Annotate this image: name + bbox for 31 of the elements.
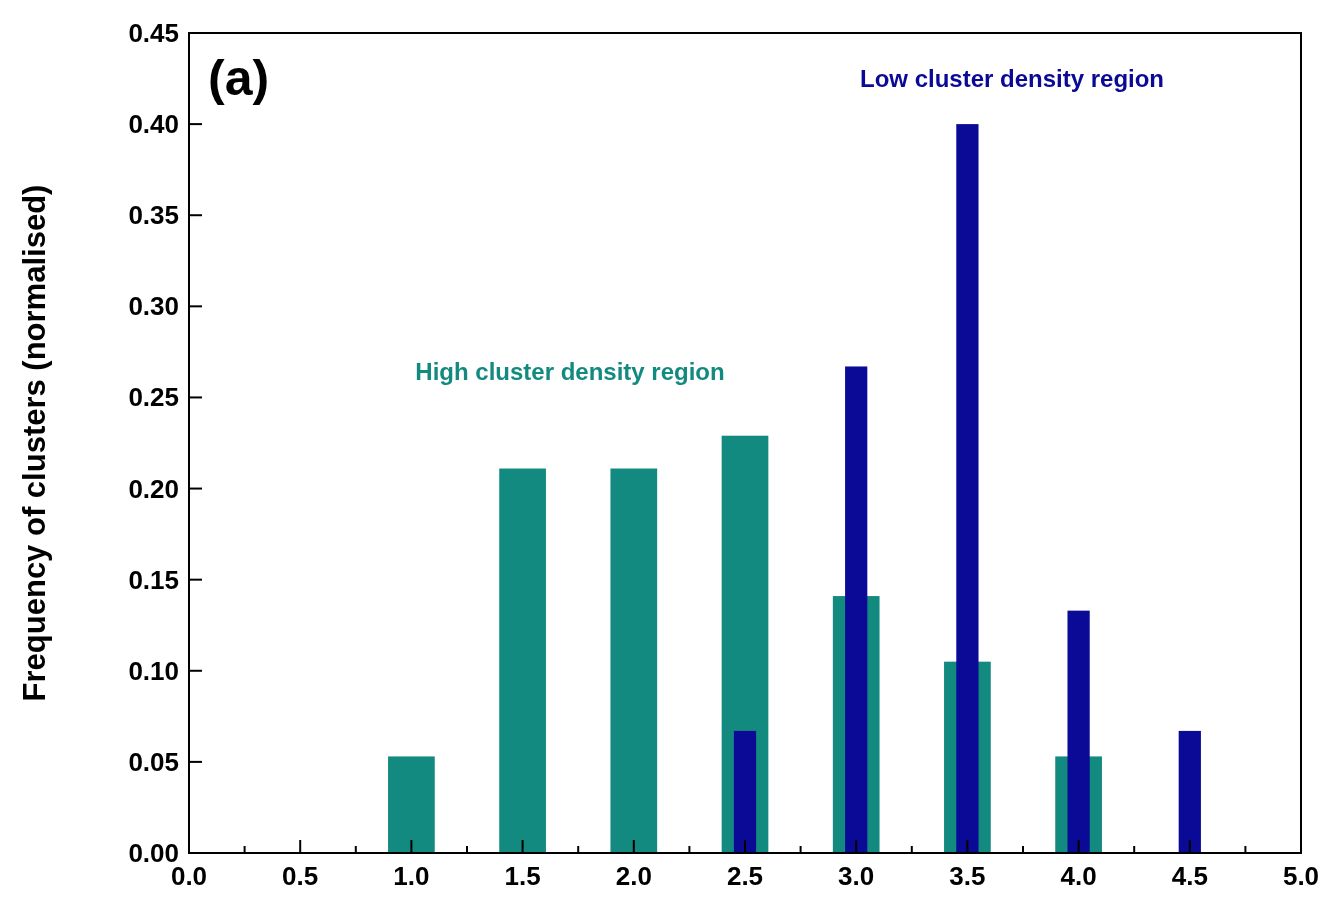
bar xyxy=(1178,730,1201,853)
text: High cluster density region xyxy=(415,358,725,385)
y-tick-label: 0.05 xyxy=(128,746,179,777)
x-tick-label: 4.0 xyxy=(1060,861,1097,891)
y-tick-label: 0.20 xyxy=(128,473,179,504)
y-tick-label: 0.30 xyxy=(128,291,179,322)
x-tick-label: 3.0 xyxy=(838,861,875,891)
bar xyxy=(1067,610,1090,853)
bar xyxy=(956,124,979,853)
y-tick-label: 0.35 xyxy=(128,200,179,231)
x-tick-label: 1.5 xyxy=(504,861,541,891)
bar xyxy=(499,468,546,853)
y-tick-label: 0.10 xyxy=(128,655,179,686)
x-tick-label: 5.0 xyxy=(1282,861,1320,891)
y-tick-label: 0.40 xyxy=(128,109,179,140)
x-tick-label: 1.0 xyxy=(393,861,430,891)
annotation: (a) xyxy=(208,50,270,106)
x-tick-label: 2.0 xyxy=(615,861,652,891)
x-tick-label: 3.5 xyxy=(949,861,986,891)
x-tick-label: 2.5 xyxy=(726,861,764,891)
text: Low cluster density region xyxy=(859,65,1165,92)
x-tick-label: 0.5 xyxy=(282,861,319,891)
y-axis-title: Frequency of clusters (normalised) xyxy=(17,184,52,702)
x-tick-label: 4.5 xyxy=(1171,861,1208,891)
y-tick-label: 0.15 xyxy=(128,564,179,595)
bar xyxy=(845,366,868,853)
bar xyxy=(610,468,658,853)
y-tick-label: 0.25 xyxy=(128,382,179,413)
y-tick-label: 0.45 xyxy=(128,18,179,48)
bar xyxy=(388,756,435,853)
bar xyxy=(733,730,757,853)
